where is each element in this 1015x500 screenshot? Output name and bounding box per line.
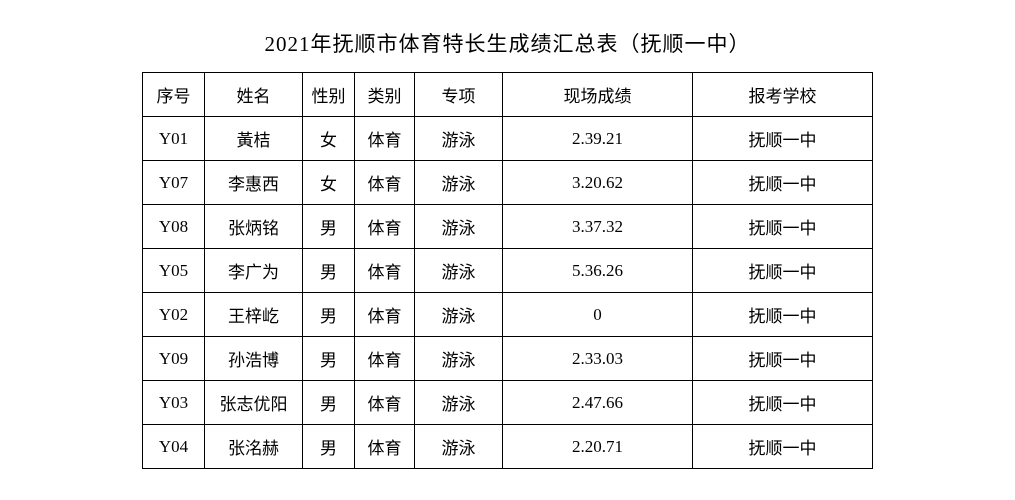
cell-school: 抚顺一中 [693,161,873,205]
cell-special: 游泳 [415,205,503,249]
cell-id: Y01 [143,117,205,161]
cell-name: 孙浩博 [205,337,303,381]
cell-category: 体育 [355,337,415,381]
cell-name: 张炳铭 [205,205,303,249]
table-row: Y05 李广为 男 体育 游泳 5.36.26 抚顺一中 [143,249,873,293]
cell-score: 2.20.71 [503,425,693,469]
col-header-school: 报考学校 [693,73,873,117]
cell-id: Y09 [143,337,205,381]
cell-school: 抚顺一中 [693,425,873,469]
cell-id: Y02 [143,293,205,337]
cell-category: 体育 [355,425,415,469]
cell-score: 3.20.62 [503,161,693,205]
cell-special: 游泳 [415,425,503,469]
cell-gender: 男 [303,249,355,293]
cell-category: 体育 [355,293,415,337]
cell-name: 李广为 [205,249,303,293]
table-row: Y03 张志优阳 男 体育 游泳 2.47.66 抚顺一中 [143,381,873,425]
cell-id: Y05 [143,249,205,293]
cell-score: 2.39.21 [503,117,693,161]
cell-category: 体育 [355,381,415,425]
cell-school: 抚顺一中 [693,337,873,381]
cell-gender: 男 [303,381,355,425]
cell-category: 体育 [355,117,415,161]
cell-gender: 男 [303,293,355,337]
cell-name: 王梓屹 [205,293,303,337]
cell-category: 体育 [355,161,415,205]
cell-name: 张洺赫 [205,425,303,469]
col-header-name: 姓名 [205,73,303,117]
table-row: Y02 王梓屹 男 体育 游泳 0 抚顺一中 [143,293,873,337]
cell-school: 抚顺一中 [693,381,873,425]
page-title: 2021年抚顺市体育特长生成绩汇总表（抚顺一中） [265,28,751,58]
table-row: Y08 张炳铭 男 体育 游泳 3.37.32 抚顺一中 [143,205,873,249]
cell-special: 游泳 [415,117,503,161]
col-header-category: 类别 [355,73,415,117]
col-header-id: 序号 [143,73,205,117]
table-row: Y09 孙浩博 男 体育 游泳 2.33.03 抚顺一中 [143,337,873,381]
cell-special: 游泳 [415,249,503,293]
table-row: Y04 张洺赫 男 体育 游泳 2.20.71 抚顺一中 [143,425,873,469]
cell-id: Y04 [143,425,205,469]
cell-gender: 男 [303,425,355,469]
table-row: Y01 黃桔 女 体育 游泳 2.39.21 抚顺一中 [143,117,873,161]
col-header-gender: 性别 [303,73,355,117]
cell-score: 5.36.26 [503,249,693,293]
cell-special: 游泳 [415,337,503,381]
col-header-score: 现场成绩 [503,73,693,117]
col-header-special: 专项 [415,73,503,117]
cell-id: Y07 [143,161,205,205]
cell-id: Y08 [143,205,205,249]
cell-category: 体育 [355,205,415,249]
cell-school: 抚顺一中 [693,205,873,249]
table-body: Y01 黃桔 女 体育 游泳 2.39.21 抚顺一中 Y07 李惠西 女 体育… [143,117,873,469]
cell-score: 3.37.32 [503,205,693,249]
table-header-row: 序号 姓名 性别 类别 专项 现场成绩 报考学校 [143,73,873,117]
cell-special: 游泳 [415,381,503,425]
cell-id: Y03 [143,381,205,425]
cell-name: 张志优阳 [205,381,303,425]
cell-school: 抚顺一中 [693,249,873,293]
results-table: 序号 姓名 性别 类别 专项 现场成绩 报考学校 Y01 黃桔 女 体育 游泳 … [142,72,873,469]
cell-name: 黃桔 [205,117,303,161]
cell-special: 游泳 [415,161,503,205]
cell-score: 2.47.66 [503,381,693,425]
cell-score: 2.33.03 [503,337,693,381]
cell-school: 抚顺一中 [693,293,873,337]
cell-gender: 男 [303,337,355,381]
table-row: Y07 李惠西 女 体育 游泳 3.20.62 抚顺一中 [143,161,873,205]
cell-special: 游泳 [415,293,503,337]
cell-gender: 女 [303,161,355,205]
cell-name: 李惠西 [205,161,303,205]
cell-gender: 男 [303,205,355,249]
cell-score: 0 [503,293,693,337]
cell-gender: 女 [303,117,355,161]
cell-category: 体育 [355,249,415,293]
cell-school: 抚顺一中 [693,117,873,161]
